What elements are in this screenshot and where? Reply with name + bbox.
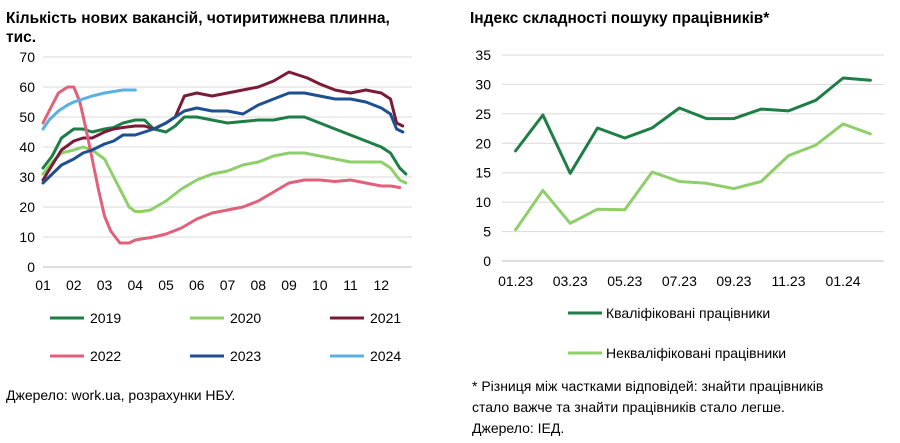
left-legend-label: 2024 (370, 348, 401, 364)
left-series-line-2021 (41, 70, 405, 182)
right-x-tick-label: 07.23 (662, 273, 697, 289)
right-series-line-2 (514, 122, 872, 232)
right-x-tick-label: 11.23 (772, 273, 806, 289)
right-x-tick-label: 03.23 (553, 273, 588, 289)
left-legend-label: 2019 (90, 310, 121, 326)
left-series-line-2024 (41, 88, 137, 131)
right-y-tick-label: 0 (483, 253, 491, 269)
left-y-tick-label: 10 (19, 229, 35, 245)
right-footnote-line1: * Різниця між частками відповідей: знайт… (472, 378, 823, 394)
right-chart-title: Індекс складності пошуку працівників* (470, 10, 770, 27)
right-series-lines (514, 76, 872, 232)
right-y-tick-label: 5 (483, 224, 491, 240)
left-y-tick-label: 0 (27, 259, 35, 275)
right-footnote-line2: стало важче та знайти працівників стало … (472, 399, 785, 415)
right-legend: Кваліфіковані працівники Некваліфіковані … (568, 305, 786, 361)
left-x-tick-label: 01 (35, 277, 51, 293)
left-x-axis-ticks: 01 02 03 04 05 06 07 08 09 10 11 12 (35, 277, 389, 293)
left-y-tick-label: 50 (19, 109, 35, 125)
right-y-axis-ticks: 0 5 10 15 20 25 30 35 (475, 47, 491, 269)
left-x-tick-label: 11 (343, 277, 358, 293)
left-legend: 2019 2020 2021 2022 2023 2024 (50, 310, 401, 364)
right-gridlines (502, 54, 884, 262)
left-series-lines (41, 70, 408, 245)
right-x-tick-label: 09.23 (716, 273, 751, 289)
left-legend-label: 2022 (90, 348, 121, 364)
left-x-tick-label: 09 (281, 277, 297, 293)
left-series-line-2022 (41, 85, 402, 245)
right-source-note: Джерело: IЕД. (472, 420, 564, 436)
left-x-tick-label: 07 (220, 277, 236, 293)
left-y-tick-label: 60 (19, 79, 35, 95)
right-x-axis-ticks: 01.23 03.23 05.23 07.23 09.23 11.23 01.24 (498, 273, 861, 289)
left-chart-title-line1: Кількість нових вакансій, чотиритижнева … (6, 10, 390, 27)
left-series-line-2023 (41, 91, 405, 185)
right-series-line-1 (514, 76, 872, 175)
left-x-tick-label: 05 (158, 277, 174, 293)
left-x-tick-label: 10 (312, 277, 328, 293)
right-y-tick-label: 10 (475, 194, 491, 210)
left-y-tick-label: 70 (19, 49, 35, 65)
right-legend-label: Кваліфіковані працівники (606, 305, 770, 321)
left-y-axis-ticks: 0 10 20 30 40 50 60 70 (19, 49, 35, 275)
right-x-tick-label: 01.24 (826, 273, 861, 289)
right-legend-label: Некваліфіковані працівники (606, 345, 786, 361)
left-x-tick-label: 08 (250, 277, 266, 293)
right-x-tick-label: 05.23 (607, 273, 642, 289)
right-y-tick-label: 30 (475, 76, 491, 92)
left-legend-label: 2020 (230, 310, 261, 326)
left-x-tick-label: 06 (189, 277, 205, 293)
left-x-tick-label: 02 (66, 277, 82, 293)
right-y-tick-label: 35 (475, 47, 491, 63)
left-y-tick-label: 40 (19, 139, 35, 155)
left-legend-label: 2021 (370, 310, 401, 326)
right-y-tick-label: 15 (475, 165, 491, 181)
left-y-tick-label: 20 (19, 199, 35, 215)
left-source-note: Джерело: work.ua, розрахунки НБУ. (6, 387, 235, 403)
right-y-tick-label: 25 (475, 106, 491, 122)
left-legend-label: 2023 (230, 348, 261, 364)
left-gridlines (43, 56, 412, 268)
right-x-tick-label: 01.23 (498, 273, 533, 289)
left-x-tick-label: 03 (97, 277, 113, 293)
left-series-line-2019 (41, 115, 408, 176)
left-y-tick-label: 30 (19, 169, 35, 185)
left-x-tick-label: 04 (127, 277, 143, 293)
left-chart-title-line2: тис. (6, 29, 36, 46)
left-x-tick-label: 12 (373, 277, 389, 293)
right-y-tick-label: 20 (475, 135, 491, 151)
